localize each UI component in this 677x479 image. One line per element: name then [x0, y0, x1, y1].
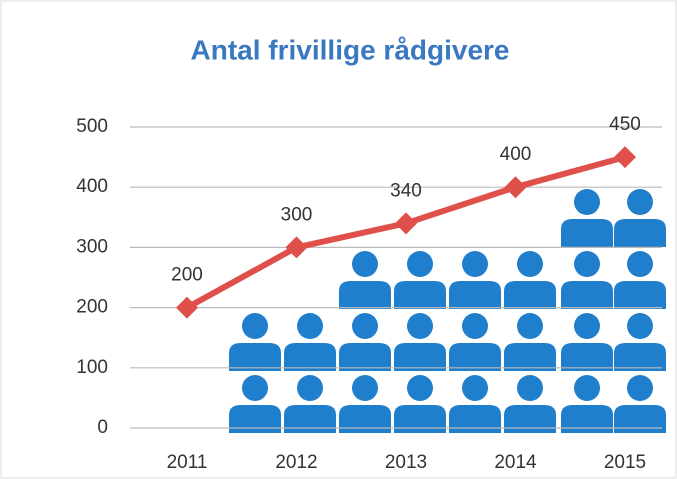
person-body	[504, 281, 556, 309]
person-head	[627, 375, 653, 401]
y-tick-label: 100	[76, 357, 108, 378]
person-head	[297, 313, 323, 339]
person-body	[614, 343, 666, 371]
person-head	[462, 375, 488, 401]
person-body	[614, 405, 666, 433]
person-body	[394, 405, 446, 433]
person-head	[517, 313, 543, 339]
person-body	[614, 219, 666, 247]
person-body	[229, 405, 281, 433]
person-body	[284, 405, 336, 433]
person-body	[561, 219, 613, 247]
person-body	[339, 281, 391, 309]
person-head	[407, 251, 433, 277]
person-head	[627, 251, 653, 277]
x-tick-label: 2012	[275, 452, 317, 473]
person-body	[394, 281, 446, 309]
x-tick-label: 2011	[167, 452, 208, 473]
person-head	[352, 313, 378, 339]
person-head	[352, 375, 378, 401]
data-label: 400	[500, 144, 532, 165]
person-head	[574, 375, 600, 401]
person-head	[297, 375, 323, 401]
person-body	[504, 343, 556, 371]
y-tick-label: 0	[97, 417, 108, 438]
x-tick-label: 2013	[385, 452, 427, 473]
marker	[504, 176, 527, 199]
person-body	[449, 405, 501, 433]
y-tick-label: 200	[76, 297, 108, 318]
person-head	[407, 375, 433, 401]
person-body	[561, 343, 613, 371]
person-body	[449, 343, 501, 371]
marker	[614, 146, 636, 169]
y-tick-label: 400	[76, 176, 108, 197]
person-body	[339, 405, 391, 433]
person-head	[517, 375, 543, 401]
person-head	[352, 251, 378, 277]
person-body	[449, 281, 501, 309]
person-body	[561, 405, 613, 433]
pictogram	[229, 189, 666, 433]
y-tick-label: 300	[76, 236, 108, 257]
person-head	[574, 251, 600, 277]
person-body	[504, 405, 556, 433]
person-head	[627, 189, 653, 215]
person-head	[574, 313, 600, 339]
data-label: 450	[609, 114, 641, 135]
chart-title: Antal frivillige rådgivere	[191, 34, 510, 65]
person-head	[517, 251, 543, 277]
person-head	[242, 375, 268, 401]
person-head	[627, 313, 653, 339]
person-head	[462, 313, 488, 339]
x-tick-label: 2015	[604, 452, 646, 473]
marker	[285, 236, 308, 259]
person-body	[614, 281, 666, 309]
person-body	[394, 343, 446, 371]
person-body	[229, 343, 281, 371]
person-body	[339, 343, 391, 371]
person-body	[284, 343, 336, 371]
person-head	[574, 189, 600, 215]
person-head	[407, 313, 433, 339]
x-tick-label: 2014	[494, 452, 537, 473]
data-label: 340	[390, 180, 422, 201]
marker	[176, 296, 198, 319]
person-head	[242, 313, 268, 339]
person-head	[462, 251, 488, 277]
data-label: 200	[171, 265, 203, 286]
marker	[395, 212, 417, 235]
data-label: 300	[281, 204, 313, 225]
y-tick-label: 500	[76, 116, 108, 137]
person-body	[561, 281, 613, 309]
